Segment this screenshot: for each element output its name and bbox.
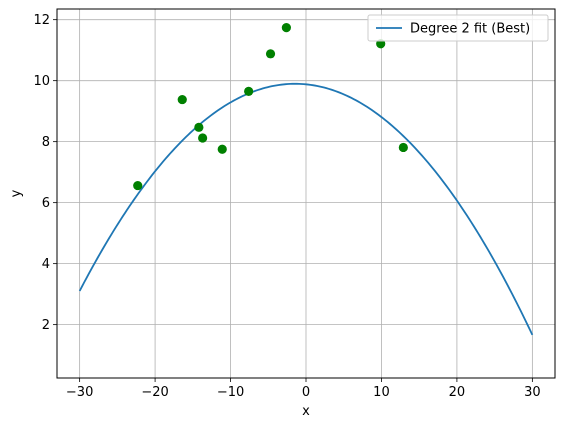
scatter-point — [133, 180, 143, 191]
x-axis-label: x — [302, 404, 310, 419]
scatter-point — [265, 49, 276, 59]
scatter-point — [194, 122, 204, 132]
x-axis-ticks: −30 −20 −10 0 10 20 30 — [66, 378, 541, 400]
x-tick-label: −10 — [217, 385, 244, 400]
y-tick-label: 12 — [33, 13, 50, 28]
scatter-point — [217, 144, 227, 154]
x-tick-label: 20 — [449, 385, 466, 400]
scatter-point — [281, 23, 291, 33]
scatter-points-layer — [133, 23, 408, 191]
y-tick-label: 4 — [42, 257, 50, 272]
legend: Degree 2 fit (Best) — [367, 14, 549, 42]
y-tick-label: 6 — [42, 196, 50, 211]
y-axis-ticks: 2 4 6 8 10 12 — [33, 13, 57, 333]
legend-box — [367, 14, 549, 42]
x-tick-label: 10 — [373, 385, 390, 400]
x-tick-label: 0 — [302, 385, 310, 400]
scatter-point — [198, 133, 208, 143]
legend-label: Degree 2 fit (Best) — [410, 22, 530, 37]
x-tick-label: −30 — [66, 385, 93, 400]
y-tick-label: 2 — [42, 318, 50, 333]
scatter-point — [177, 94, 187, 105]
scatter-point — [398, 142, 408, 153]
x-tick-label: −20 — [141, 385, 168, 400]
y-tick-label: 8 — [42, 135, 50, 150]
x-tick-label: 30 — [524, 385, 541, 400]
fit-line — [78, 82, 534, 336]
y-tick-label: 10 — [33, 74, 50, 89]
y-axis-label: y — [9, 189, 24, 197]
scatter-point — [244, 86, 254, 96]
fit-line-layer — [78, 82, 534, 336]
